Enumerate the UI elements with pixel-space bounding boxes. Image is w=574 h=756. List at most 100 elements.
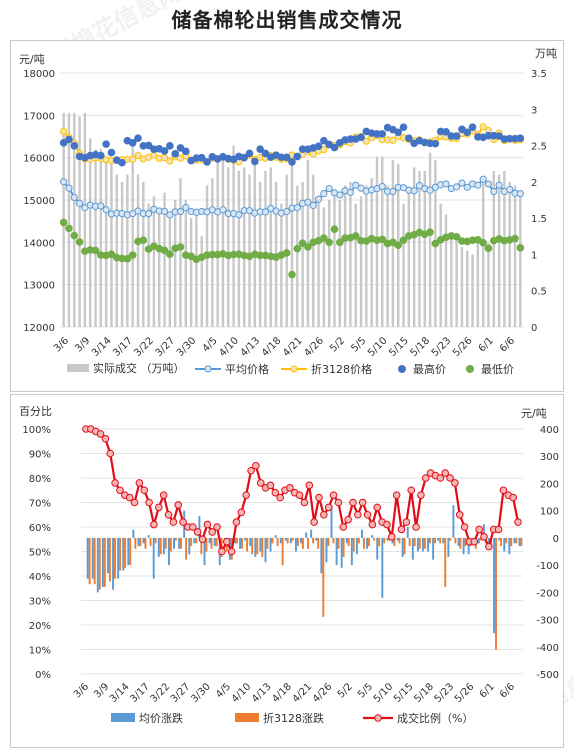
avg-change-bar: [381, 537, 384, 598]
avg-change-bar: [152, 537, 155, 579]
volume-bar: [338, 200, 341, 327]
p3128-change-bar: [180, 537, 182, 549]
avg-price-point: [490, 187, 498, 196]
y-left-tick-label: 30%: [29, 597, 51, 608]
y-left-tick-label: 90%: [29, 450, 51, 461]
ratio-point: [150, 520, 158, 529]
avg-price-point: [378, 182, 386, 191]
avg-price-point: [65, 184, 73, 192]
volume-bar: [407, 189, 411, 327]
x-tick-label: 3/30: [189, 681, 213, 705]
avg-change-bar: [310, 529, 313, 538]
avg-price-point: [182, 204, 190, 212]
avg-price-point: [506, 185, 514, 194]
ratio-point: [300, 498, 309, 507]
volume-bar: [253, 163, 257, 327]
x-tick-label: 3/27: [169, 681, 193, 705]
volume-bar: [343, 185, 347, 327]
y-left-tick-label: 20%: [29, 621, 51, 632]
volume-bar: [492, 170, 495, 327]
ratio-point: [164, 510, 173, 519]
p3128-change-bar: [271, 537, 274, 544]
avg-change-bar: [284, 537, 287, 541]
volume-bar: [158, 210, 161, 327]
p3128-change-bar: [362, 537, 365, 549]
p3128-change-bar: [352, 537, 355, 552]
ratio-point: [436, 474, 445, 482]
min-price-point: [256, 251, 264, 260]
x-tick-label: 3/14: [90, 335, 114, 359]
p3128-change-bar: [347, 537, 350, 547]
y-left-tick-label: 70%: [29, 499, 51, 510]
x-tick-label: 3/6: [52, 335, 71, 354]
avg-change-bar: [386, 537, 389, 541]
x-tick-label: 5/15: [387, 335, 411, 359]
volume-bar: [359, 196, 363, 327]
min-price-point: [75, 238, 84, 246]
p3128-change-bar: [413, 537, 416, 547]
avg-change-bar: [234, 537, 236, 544]
p3128-change-bar: [261, 537, 264, 557]
avg-change-bar: [259, 537, 262, 552]
p3128-change-bar: [266, 537, 269, 549]
x-tick-label: 4/10: [217, 335, 241, 359]
min-price-point: [288, 270, 296, 279]
p3128-change-bar: [296, 537, 299, 547]
ratio-point: [101, 435, 110, 443]
y-left-tick-label: 40%: [29, 572, 51, 583]
x-tick-label: 4/21: [291, 681, 315, 705]
ratio-point: [494, 525, 503, 534]
max-price-point: [346, 135, 355, 143]
avg-change-bar: [239, 537, 242, 549]
volume-bar: [280, 203, 283, 327]
ratio-point: [475, 525, 483, 534]
y-right-tick-label: 0.5: [531, 287, 547, 298]
ratio-point: [392, 491, 401, 499]
max-price-point: [134, 134, 142, 142]
avg-change-bar: [503, 537, 506, 552]
max-price-point: [378, 130, 387, 138]
volume-bar: [243, 167, 246, 327]
p3128-change-bar: [174, 537, 177, 541]
x-tick-label: 4/26: [302, 335, 326, 359]
p3128-price-point: [134, 151, 142, 160]
volume-bar: [115, 174, 118, 327]
avg-change-bar: [411, 537, 414, 560]
volume-bar: [136, 174, 140, 327]
ratio-point: [480, 533, 488, 541]
p3128-change-bar: [149, 537, 152, 547]
ratio-point: [387, 533, 396, 541]
legend-marker-max: [398, 365, 406, 373]
avg-change-bar: [269, 537, 272, 552]
avg-price-point: [145, 209, 153, 218]
max-price-point: [330, 143, 339, 152]
max-price-point: [118, 158, 126, 167]
avg-change-bar: [279, 537, 282, 544]
min-price-point: [452, 233, 461, 241]
min-price-point: [208, 250, 217, 259]
avg-price-point: [166, 211, 174, 219]
avg-price-point: [70, 193, 78, 202]
ratio-point: [455, 510, 464, 519]
avg-change-bar: [467, 537, 470, 555]
min-price-point: [351, 232, 360, 240]
avg-price-point: [160, 207, 169, 216]
min-price-point: [426, 228, 434, 236]
p3128-change-bar: [368, 537, 370, 547]
ratio-point: [412, 523, 420, 531]
volume-bar: [301, 181, 304, 327]
ratio-point: [402, 518, 411, 526]
max-price-point: [160, 147, 169, 155]
y-right-tick-label: 2.5: [531, 142, 547, 153]
volume-bar: [412, 167, 416, 327]
p3128-change-bar: [205, 537, 208, 552]
volume-bar: [513, 185, 517, 327]
avg-price-point: [283, 207, 291, 216]
ratio-point: [368, 520, 377, 529]
ratio-point: [407, 486, 416, 495]
volume-bar: [370, 178, 373, 327]
volume-bar: [104, 160, 108, 327]
x-tick-label: 5/15: [392, 681, 416, 705]
x-tick-label: 5/26: [451, 335, 475, 359]
min-price-point: [298, 239, 307, 247]
